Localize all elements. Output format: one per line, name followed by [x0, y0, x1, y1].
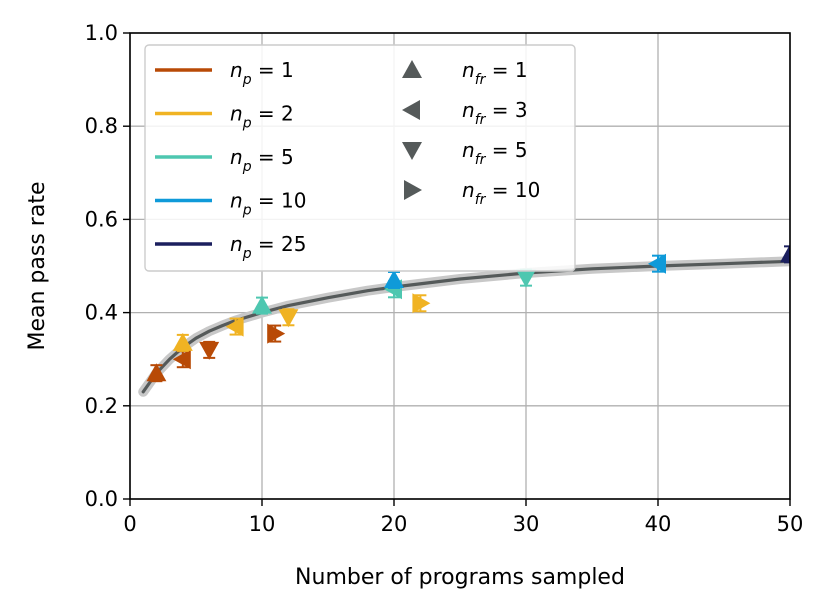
point-marker	[648, 253, 666, 274]
y-tick-label: 0.2	[85, 394, 118, 418]
data-point	[267, 323, 286, 344]
point-marker	[516, 269, 536, 288]
data-point	[225, 316, 244, 337]
legend-var: n	[230, 58, 243, 82]
x-axis-label: Number of programs sampled	[295, 565, 625, 590]
x-tick-label: 0	[123, 512, 136, 536]
point-marker	[172, 349, 191, 370]
legend-label: np = 2	[230, 102, 294, 132]
legend-label: np = 10	[230, 189, 307, 219]
data-point	[252, 295, 272, 315]
legend-value: = 3	[485, 98, 527, 122]
x-tick-label: 30	[513, 512, 540, 536]
fit-curve	[138, 256, 790, 397]
legend-marker	[402, 100, 420, 120]
legend-var: n	[462, 178, 475, 202]
point-marker	[225, 316, 244, 337]
legend-subscript: p	[242, 159, 252, 175]
data-point	[648, 253, 666, 274]
legend-value: = 5	[252, 145, 294, 169]
legend-box	[144, 44, 576, 272]
y-axis-label: Mean pass rate	[25, 182, 50, 351]
y-tick-label: 0.6	[85, 207, 118, 231]
data-point	[146, 363, 167, 383]
legend-var: n	[230, 102, 243, 126]
legend-value: = 2	[252, 102, 294, 126]
x-tick-label: 50	[777, 512, 804, 536]
legend-value: = 5	[485, 138, 527, 162]
point-marker	[278, 309, 299, 328]
legend-subscript: fr	[475, 72, 487, 88]
legend-value: = 1	[485, 58, 527, 82]
y-tick-label: 0.0	[85, 487, 118, 511]
legend-label: nfr = 10	[462, 178, 540, 208]
data-point	[278, 308, 299, 328]
legend-label: nfr = 1	[462, 58, 528, 88]
x-tick-label: 10	[249, 512, 276, 536]
data-point	[384, 270, 404, 289]
legend-subscript: p	[242, 116, 252, 132]
point-marker	[252, 295, 272, 314]
legend-subscript: p	[242, 203, 252, 219]
legend-var: n	[462, 98, 475, 122]
fit-curve-line	[141, 259, 790, 394]
data-points	[146, 244, 790, 383]
legend-marker	[402, 60, 422, 78]
data-point	[780, 244, 790, 264]
legend-subscript: fr	[475, 152, 487, 168]
legend-var: n	[462, 58, 475, 82]
legend-var: n	[230, 189, 243, 213]
point-marker	[199, 341, 220, 360]
legend-subscript: fr	[475, 192, 487, 208]
legend-marker	[404, 180, 422, 200]
y-tick-label: 0.8	[85, 114, 118, 138]
legend-value: = 10	[485, 178, 540, 202]
legend-label: nfr = 5	[462, 138, 528, 168]
legend-value: = 25	[252, 232, 307, 256]
x-tick-label: 40	[645, 512, 672, 536]
legend-subscript: p	[242, 72, 252, 88]
legend-value: = 1	[252, 58, 294, 82]
plot-frame	[129, 32, 791, 500]
legend-label: nfr = 3	[462, 98, 528, 128]
point-marker	[267, 323, 286, 344]
point-marker	[780, 244, 790, 263]
y-tick-label: 0.4	[85, 301, 118, 325]
legend-label: np = 5	[230, 145, 294, 175]
y-tick-label: 1.0	[85, 21, 118, 45]
legend-label: np = 25	[230, 232, 307, 262]
axis-ticks: 0 10 20 30 40 50 0.0 0.2 0.4 0.6 0.8 1.0	[85, 21, 804, 536]
point-marker	[412, 293, 431, 314]
point-marker	[172, 332, 193, 351]
point-marker	[384, 270, 404, 288]
legend-var: n	[230, 232, 243, 256]
legend-label: np = 1	[230, 58, 294, 88]
data-point	[412, 293, 431, 314]
legend-var: n	[230, 145, 243, 169]
legend-subscript: p	[242, 246, 252, 262]
data-point	[199, 340, 220, 360]
legend-value: = 10	[252, 189, 307, 213]
legend-marker	[402, 142, 422, 160]
x-tick-label: 20	[381, 512, 408, 536]
data-point	[172, 332, 193, 352]
point-marker	[146, 363, 167, 382]
legend-subscript: fr	[475, 112, 487, 128]
legend-var: n	[462, 138, 475, 162]
